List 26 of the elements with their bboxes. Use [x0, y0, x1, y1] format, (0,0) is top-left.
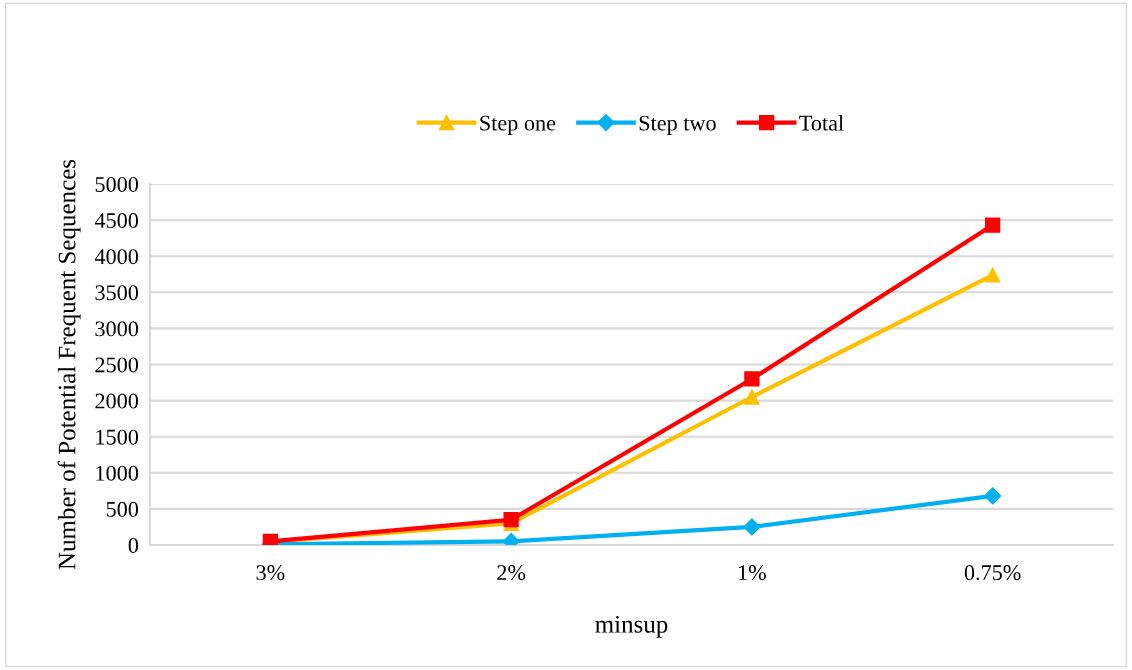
y-tick-label: 2000	[95, 393, 139, 409]
y-tick-label: 2500	[95, 357, 139, 373]
y-tick-label: 1500	[96, 429, 139, 445]
x-tick-label: 2%	[497, 565, 526, 581]
x-tick-label: 1%	[739, 565, 766, 581]
y-tick-label: 500	[106, 501, 139, 517]
y-tick-label: 4000	[94, 249, 139, 265]
y-tick-label: 5000	[95, 176, 139, 192]
legend-label: Step two	[639, 115, 716, 136]
point	[744, 389, 760, 405]
point	[743, 518, 761, 536]
y-tick-label: 0	[128, 537, 139, 553]
x-tick-label: 0.75%	[964, 565, 1021, 581]
x-tick-label: 3%	[256, 565, 285, 581]
y-tick-label: 3500	[95, 285, 139, 301]
y-axis-title: Number of Potential Frequent Sequences	[57, 159, 81, 570]
legend-label: Total	[799, 114, 844, 131]
y-tick-label: 3000	[95, 321, 139, 337]
y-tick-label: 4500	[94, 213, 139, 229]
point	[984, 267, 1001, 283]
point	[744, 371, 760, 387]
point	[984, 217, 1001, 233]
y-tick-label: 1000	[96, 465, 139, 481]
legend-label: Step one	[480, 115, 556, 136]
x-axis-title: minsup	[595, 615, 668, 638]
point	[984, 487, 1002, 505]
